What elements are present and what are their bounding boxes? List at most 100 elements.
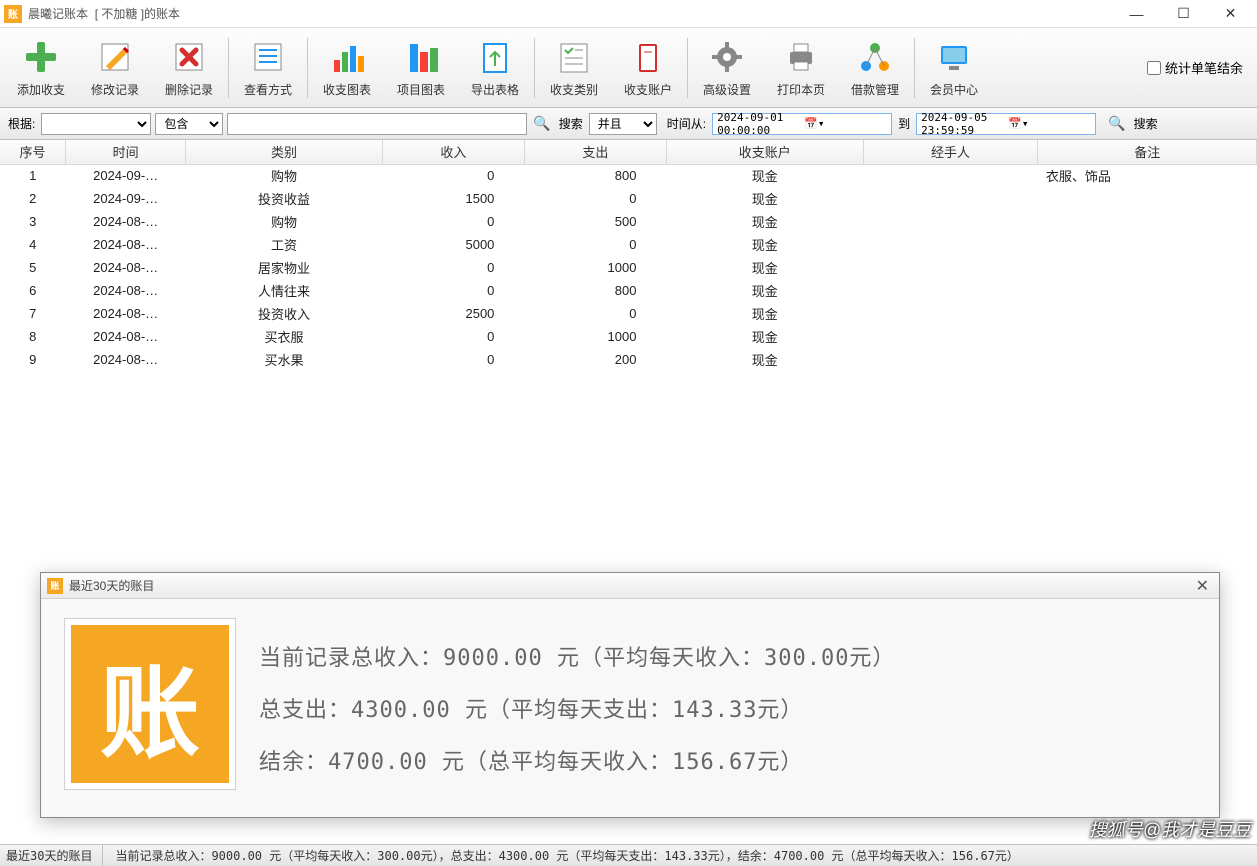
- maximize-button[interactable]: ☐: [1161, 2, 1206, 26]
- monitor-icon: [934, 37, 974, 77]
- category-button[interactable]: 收支类别: [537, 32, 611, 104]
- list-icon: [248, 37, 288, 77]
- table-cell: 1000: [524, 256, 666, 279]
- table-cell: 现金: [666, 164, 863, 187]
- table-cell: 人情往来: [186, 279, 383, 302]
- member-button[interactable]: 会员中心: [917, 32, 991, 104]
- search-input[interactable]: [227, 113, 527, 135]
- table-cell: 2024-08-…: [66, 233, 186, 256]
- table-cell: 2500: [382, 302, 524, 325]
- calendar-icon: 📅▾: [1008, 117, 1091, 130]
- column-header[interactable]: 序号: [0, 140, 66, 164]
- table-cell: 2024-08-…: [66, 302, 186, 325]
- dialog-app-icon: 账: [47, 578, 63, 594]
- table-cell: 0: [524, 233, 666, 256]
- date-from-input[interactable]: 2024-09-01 00:00:00📅▾: [712, 113, 892, 135]
- column-header[interactable]: 经手人: [863, 140, 1038, 164]
- table-cell: 2: [0, 187, 66, 210]
- table-cell: 现金: [666, 279, 863, 302]
- table-cell: [863, 279, 1038, 302]
- table-cell: 0: [382, 210, 524, 233]
- basis-combo[interactable]: [41, 113, 151, 135]
- table-row[interactable]: 92024-08-…买水果0200现金: [0, 348, 1257, 371]
- dialog-titlebar[interactable]: 账 最近30天的账目 ✕: [41, 573, 1219, 599]
- viewmode-button[interactable]: 查看方式: [231, 32, 305, 104]
- table-cell: 0: [524, 302, 666, 325]
- table-cell: [863, 325, 1038, 348]
- bar-chart-icon: [327, 37, 367, 77]
- app-icon: 账: [4, 5, 22, 23]
- table-row[interactable]: 52024-08-…居家物业01000现金: [0, 256, 1257, 279]
- search-label-2: 搜索: [1132, 115, 1160, 132]
- dialog-close-button[interactable]: ✕: [1192, 576, 1213, 596]
- chart-inout-button[interactable]: 收支图表: [310, 32, 384, 104]
- account-button[interactable]: 收支账户: [611, 32, 685, 104]
- match-combo[interactable]: 包含: [155, 113, 223, 135]
- stat-checkbox-wrap[interactable]: 统计单笔结余: [1147, 58, 1243, 77]
- delete-icon: [169, 37, 209, 77]
- table-cell: 现金: [666, 302, 863, 325]
- print-button[interactable]: 打印本页: [764, 32, 838, 104]
- summary-dialog: 账 最近30天的账目 ✕ 账 当前记录总收入：9000.00 元（平均每天收入：…: [40, 572, 1220, 818]
- table-cell: 4: [0, 233, 66, 256]
- export-button[interactable]: 导出表格: [458, 32, 532, 104]
- table-cell: [1038, 302, 1257, 325]
- export-icon: [475, 37, 515, 77]
- table-row[interactable]: 82024-08-…买衣服01000现金: [0, 325, 1257, 348]
- table-row[interactable]: 72024-08-…投资收入25000现金: [0, 302, 1257, 325]
- book-icon: [628, 37, 668, 77]
- delete-button[interactable]: 删除记录: [152, 32, 226, 104]
- add-button[interactable]: 添加收支: [4, 32, 78, 104]
- advanced-settings-button[interactable]: 高级设置: [690, 32, 764, 104]
- table-cell: [863, 302, 1038, 325]
- edit-button[interactable]: 修改记录: [78, 32, 152, 104]
- table-cell: 5000: [382, 233, 524, 256]
- table-cell: 购物: [186, 164, 383, 187]
- filter-bar: 根据: 包含 🔍 搜索 并且 时间从: 2024-09-01 00:00:00📅…: [0, 108, 1257, 140]
- table-row[interactable]: 12024-09-…购物0800现金衣服、饰品: [0, 164, 1257, 187]
- table-row[interactable]: 42024-08-…工资50000现金: [0, 233, 1257, 256]
- chart-project-button[interactable]: 项目图表: [384, 32, 458, 104]
- table-cell: 现金: [666, 233, 863, 256]
- table-cell: 7: [0, 302, 66, 325]
- table-cell: 投资收入: [186, 302, 383, 325]
- date-to-input[interactable]: 2024-09-05 23:59:59📅▾: [916, 113, 1096, 135]
- table-cell: 0: [524, 187, 666, 210]
- dialog-logo: 账: [65, 619, 235, 789]
- summary-line-balance: 结余：4700.00 元（总平均每天收入：156.67元）: [259, 744, 895, 776]
- column-header[interactable]: 类别: [186, 140, 383, 164]
- stat-checkbox[interactable]: [1147, 61, 1161, 75]
- table-cell: 现金: [666, 325, 863, 348]
- search-icon[interactable]: 🔍: [531, 115, 552, 132]
- table-cell: [863, 348, 1038, 371]
- table-cell: 1000: [524, 325, 666, 348]
- column-header[interactable]: 备注: [1038, 140, 1257, 164]
- close-button[interactable]: ✕: [1208, 2, 1253, 26]
- column-header[interactable]: 收入: [382, 140, 524, 164]
- table-cell: [1038, 210, 1257, 233]
- column-header[interactable]: 时间: [66, 140, 186, 164]
- loan-button[interactable]: 借款管理: [838, 32, 912, 104]
- logic-combo[interactable]: 并且: [589, 113, 657, 135]
- table-row[interactable]: 22024-09-…投资收益15000现金: [0, 187, 1257, 210]
- table-cell: 买水果: [186, 348, 383, 371]
- table-row[interactable]: 62024-08-…人情往来0800现金: [0, 279, 1257, 302]
- plus-icon: [21, 37, 61, 77]
- column-header[interactable]: 收支账户: [666, 140, 863, 164]
- table-cell: [1038, 187, 1257, 210]
- table-cell: [1038, 348, 1257, 371]
- table-cell: 8: [0, 325, 66, 348]
- table-cell: 2024-09-…: [66, 164, 186, 187]
- column-header[interactable]: 支出: [524, 140, 666, 164]
- minimize-button[interactable]: —: [1114, 2, 1159, 26]
- table-cell: 3: [0, 210, 66, 233]
- table-cell: 0: [382, 325, 524, 348]
- table-row[interactable]: 32024-08-…购物0500现金: [0, 210, 1257, 233]
- table-cell: 2024-08-…: [66, 256, 186, 279]
- table-cell: 居家物业: [186, 256, 383, 279]
- search-icon-2[interactable]: 🔍: [1106, 115, 1127, 132]
- table-cell: [863, 233, 1038, 256]
- printer-icon: [781, 37, 821, 77]
- table-cell: 工资: [186, 233, 383, 256]
- checklist-icon: [554, 37, 594, 77]
